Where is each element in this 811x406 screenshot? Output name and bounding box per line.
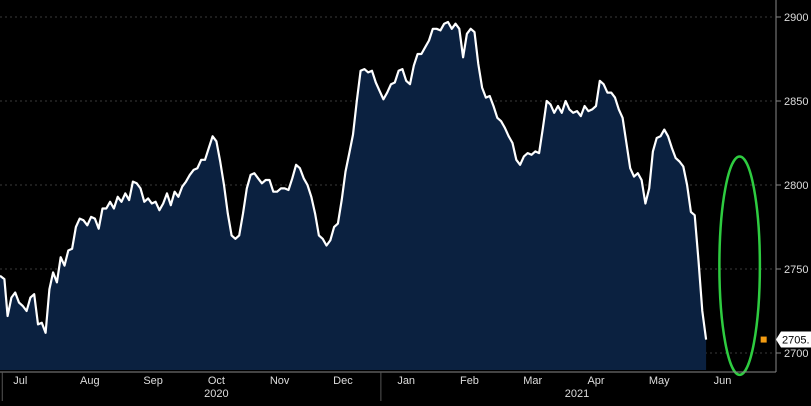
plot-area xyxy=(0,20,767,377)
x-tick-label-mar: Mar xyxy=(523,375,542,387)
y-axis: 2700 2750 2800 2850 2900 2705. xyxy=(775,0,811,372)
x-tick-label-may: May xyxy=(649,375,670,387)
last-value-tag xyxy=(776,331,811,348)
y-tick-label-2800: 2800 xyxy=(784,180,808,192)
x-tick-label-aug: Aug xyxy=(80,375,100,387)
last-value-marker xyxy=(760,336,767,343)
y-tick-label-2850: 2850 xyxy=(784,96,808,108)
series-line xyxy=(0,20,708,340)
highlight-ellipse xyxy=(718,155,762,377)
x-tick-label-jan: Jan xyxy=(397,375,415,387)
y-tick-label-2900: 2900 xyxy=(784,12,808,24)
year-label-2021: 2021 xyxy=(565,388,589,400)
x-axis: Jul Aug Sep Oct Nov Dec Jan Feb Mar Apr May Jun 2020… xyxy=(0,371,776,401)
x-tick-label-nov: Nov xyxy=(270,375,290,387)
x-tick-label-dec: Dec xyxy=(333,375,353,387)
y-tick-label-2750: 2750 xyxy=(784,264,808,276)
x-tick-label-sep: Sep xyxy=(143,375,163,387)
x-tick-label-jul: Jul xyxy=(13,375,27,387)
year-label-2020: 2020 xyxy=(204,388,228,400)
y-tick-label-2700: 2700 xyxy=(784,348,808,360)
series-area-fill xyxy=(0,22,707,370)
x-tick-label-feb: Feb xyxy=(460,375,479,387)
last-value-label: 2705. xyxy=(782,335,810,347)
x-tick-label-jun: Jun xyxy=(714,375,732,387)
x-tick-label-oct: Oct xyxy=(208,375,225,387)
x-tick-label-apr: Apr xyxy=(587,375,604,387)
